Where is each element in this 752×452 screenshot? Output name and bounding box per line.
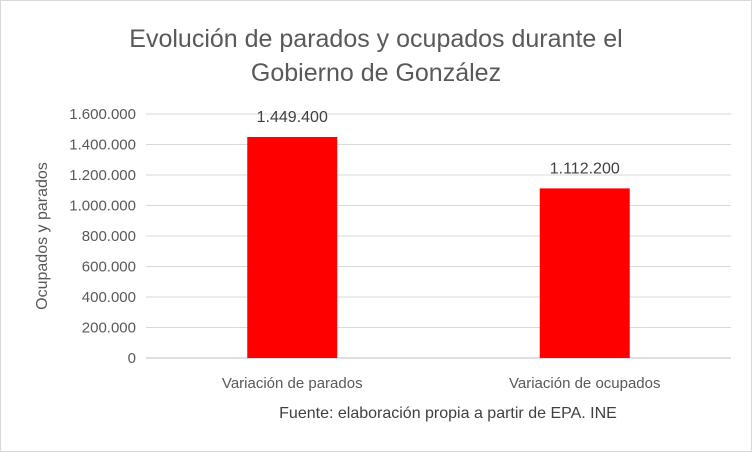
bar [247,136,338,358]
y-axis-title: Ocupados y parados [34,162,51,310]
y-tick-label: 600.000 [82,259,136,276]
y-tick-label: 800.000 [82,228,136,245]
y-tick-label: 0 [128,350,136,367]
y-tick-label: 200.000 [82,320,136,337]
y-tick-label: 1.600.000 [69,106,136,123]
y-tick-label: 400.000 [82,289,136,306]
x-category-label: Variación de parados [222,375,363,392]
data-label: 1.449.400 [257,109,328,126]
x-category-label: Variación de ocupados [509,375,661,392]
chart-title-line-1: Evolución de parados y ocupados durante … [129,25,622,53]
data-label: 1.112.200 [550,160,620,177]
source-note: Fuente: elaboración propia a partir de E… [279,405,617,422]
y-tick-label: 1.400.000 [69,137,136,154]
chart-title-line-2: Gobierno de González [251,59,501,87]
bar [539,188,630,358]
y-tick-label: 1.200.000 [69,167,136,184]
y-tick-label: 1.000.000 [69,198,136,215]
